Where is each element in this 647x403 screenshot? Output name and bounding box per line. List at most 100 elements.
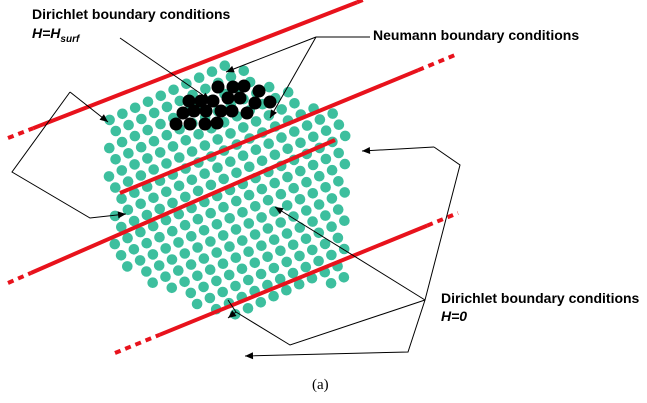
grid-node (225, 128, 236, 139)
grid-node (161, 158, 172, 169)
surface-node (248, 96, 262, 110)
grid-node (314, 170, 325, 182)
grid-node (110, 182, 121, 193)
grid-node (179, 248, 191, 259)
grid-node (200, 83, 211, 95)
boundary-rails (7, 0, 459, 355)
grid-node (180, 135, 192, 146)
arrow-right (361, 146, 435, 152)
grid-node (116, 136, 128, 148)
grid-node (129, 159, 140, 170)
grid-node (167, 141, 179, 152)
surface-node (198, 117, 212, 131)
surface-node (182, 94, 196, 108)
arrow-left-upper (69, 91, 109, 123)
grid-node (333, 147, 345, 159)
grid-node (154, 147, 166, 158)
grid-node (161, 101, 173, 113)
surface-node (225, 104, 239, 118)
grid-node (116, 193, 127, 204)
grid-node (307, 159, 319, 171)
grid-node (269, 149, 281, 161)
surface-node (263, 95, 277, 109)
grid-node (319, 238, 331, 250)
grid-node (295, 165, 306, 177)
grid-node (136, 113, 147, 125)
grid-node (250, 116, 262, 127)
dirichlet-top-eq-sub: surf (60, 33, 80, 45)
grid-node (204, 292, 216, 304)
grid-node (230, 224, 242, 235)
grid-node (268, 234, 280, 245)
grid-node (281, 228, 293, 239)
grid-node (198, 225, 210, 236)
grid-node (205, 179, 217, 191)
grid-node (327, 108, 339, 119)
surface-node (233, 91, 247, 105)
surface-node (199, 104, 213, 118)
grid-node (301, 176, 312, 188)
dirichlet-bottom-title: Dirichlet boundary conditions (441, 290, 640, 306)
grid-node (282, 143, 294, 155)
grid-node (238, 122, 249, 133)
grid-node (179, 276, 190, 288)
grid-node (262, 223, 274, 234)
grid-node (237, 207, 248, 218)
grid-node (237, 150, 249, 161)
grid-nodes (103, 60, 351, 320)
grid-node (288, 182, 300, 194)
grid-node (160, 214, 172, 226)
surface-node (226, 80, 240, 94)
arrow-neumann-inner-head (270, 109, 277, 118)
grid-node (155, 118, 166, 130)
grid-node (166, 282, 178, 294)
grid-node (142, 153, 153, 164)
grid-node (263, 81, 275, 93)
grid-node (320, 125, 332, 136)
grid-node (128, 244, 140, 255)
grid-node (116, 165, 128, 176)
grid-node (147, 277, 158, 289)
grid-node (217, 286, 228, 298)
grid-node (198, 281, 209, 293)
grid-node (289, 126, 300, 137)
grid-node (276, 132, 287, 143)
grid-node (339, 187, 351, 198)
surface-node (237, 79, 251, 93)
grid-node (173, 237, 184, 248)
grid-node (244, 161, 255, 173)
grid-node (281, 200, 293, 211)
dirichlet-top-title: Dirichlet boundary conditions (32, 6, 231, 22)
grid-node (294, 250, 305, 262)
surface-node (169, 117, 183, 131)
grid-node (192, 185, 204, 197)
grid-node (141, 266, 152, 277)
grid-node (287, 239, 299, 251)
leader-bottom-inner (235, 299, 426, 346)
arrow-interior (274, 206, 426, 301)
grid-node (320, 210, 331, 221)
grid-node (218, 201, 229, 213)
grid-node (276, 104, 288, 115)
dirichlet-top-equation: H=Hsurf (32, 25, 79, 45)
grid-node (268, 290, 279, 302)
grid-node (262, 194, 274, 206)
surface-node (211, 80, 225, 94)
grid-node (122, 232, 133, 244)
grid-node (180, 191, 191, 203)
grid-node (104, 142, 115, 154)
grid-node (237, 235, 248, 246)
grid-node (238, 65, 250, 77)
grid-node (185, 259, 197, 270)
arrow-left-lower (11, 91, 127, 219)
grid-node (275, 188, 287, 200)
rail-lower-middle (7, 138, 336, 285)
grid-node (135, 226, 146, 238)
grid-node (281, 256, 293, 268)
grid-node (134, 255, 146, 266)
grid-node (262, 251, 273, 263)
grid-node (153, 260, 165, 271)
arrow-dirichlet-top-head (201, 92, 210, 100)
grid-node (211, 247, 222, 258)
grid-node (326, 249, 337, 261)
